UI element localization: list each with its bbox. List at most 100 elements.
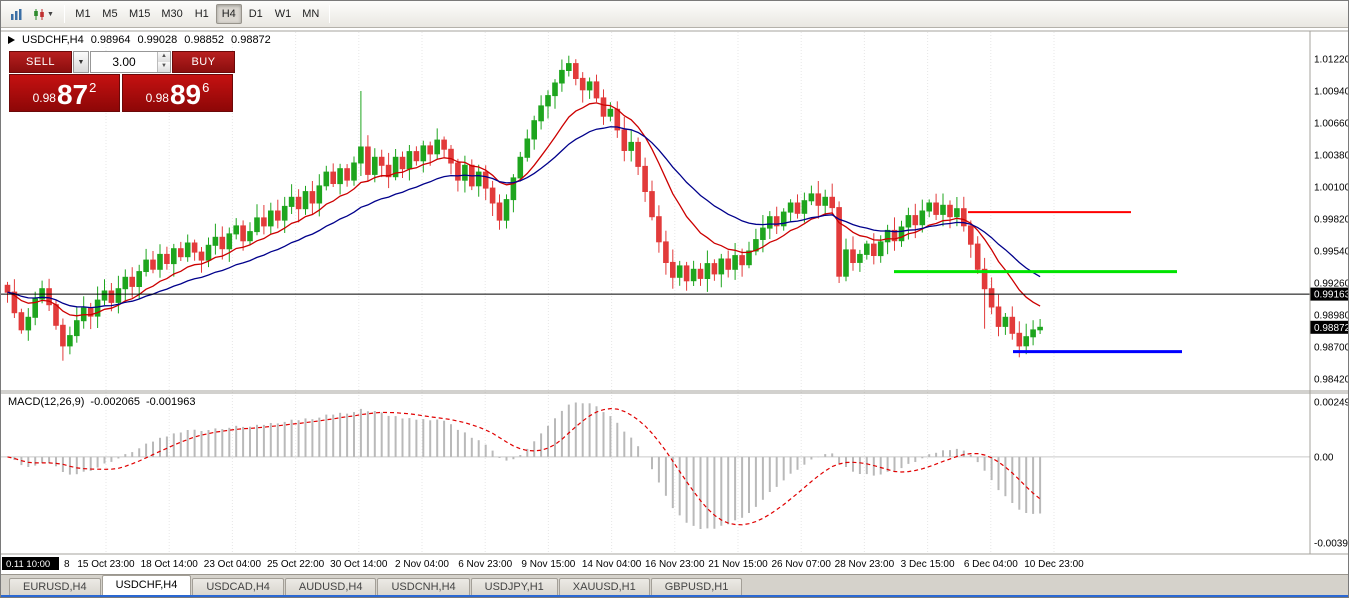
svg-text:9 Nov 15:00: 9 Nov 15:00 [521, 559, 575, 570]
svg-text:2 Nov 04:00: 2 Nov 04:00 [395, 559, 449, 570]
low-value: 0.98852 [184, 34, 225, 46]
svg-text:18 Oct 14:00: 18 Oct 14:00 [141, 559, 199, 570]
svg-text:0.99163: 0.99163 [1314, 290, 1349, 301]
macd-signal-value: -0.001963 [145, 396, 196, 408]
svg-text:16 Nov 23:00: 16 Nov 23:00 [645, 559, 705, 570]
svg-text:26 Nov 07:00: 26 Nov 07:00 [771, 559, 831, 570]
timeframe-group: M1 M5 M15 M30 H1 H4 D1 W1 MN [70, 4, 324, 24]
svg-text:6 Nov 23:00: 6 Nov 23:00 [458, 559, 512, 570]
toolbar-separator [329, 5, 331, 23]
symbol-marker-icon [8, 36, 15, 44]
svg-text:-0.003913: -0.003913 [1314, 539, 1349, 550]
sell-price-display[interactable]: 0.98 87 2 [9, 74, 120, 112]
macd-indicator-label: MACD(12,26,9) -0.002065 -0.001963 [8, 396, 196, 408]
svg-text:0.99540: 0.99540 [1314, 247, 1349, 258]
svg-text:0.00: 0.00 [1314, 452, 1334, 463]
bar-chart-icon[interactable] [5, 4, 28, 24]
buy-button[interactable]: BUY [172, 51, 235, 73]
candlestick-icon-glyph [34, 8, 44, 20]
symbol-label: USDCHF,H4 [22, 34, 84, 46]
macd-scale[interactable]: 0.002492 0.00 -0.003913 [1314, 398, 1349, 550]
sell-price-pipette: 2 [89, 80, 97, 95]
grid-lines [1, 32, 1310, 554]
macd-histogram [13, 402, 1042, 529]
ohlc-header: USDCHF,H4 0.98964 0.99028 0.98852 0.9887… [8, 34, 271, 46]
price-chart-canvas[interactable]: 1.01220 1.00940 1.00660 1.00380 1.00100 0.998… [1, 28, 1349, 574]
volume-dropdown-button[interactable]: ▼ [73, 51, 89, 73]
timeframe-button-h1[interactable]: H1 [194, 8, 209, 20]
sell-button[interactable]: SELL [9, 51, 72, 73]
chart-tools-icon[interactable]: ▼ [28, 4, 59, 24]
volume-value[interactable]: 3.00 [112, 55, 136, 69]
svg-text:0.99260: 0.99260 [1314, 279, 1349, 290]
chart-area: 1.01220 1.00940 1.00660 1.00380 1.00100 0.998… [1, 28, 1349, 574]
tab-usdcad-h4[interactable]: USDCAD,H4 [192, 578, 284, 595]
chart-tab-bar: EURUSD,H4 USDCHF,H4 USDCAD,H4 AUDUSD,H4 USDC… [1, 574, 1348, 595]
chevron-down-icon: ▼ [47, 10, 54, 18]
tab-gbpusd-h1[interactable]: GBPUSD,H1 [650, 578, 743, 595]
timeframe-button-m5[interactable]: M5 [102, 8, 118, 20]
macd-name: MACD(12,26,9) [8, 396, 85, 408]
timeframe-button-h4[interactable]: H4 [215, 4, 242, 24]
svg-text:6 Dec 04:00: 6 Dec 04:00 [964, 559, 1018, 570]
tab-xauusd-h1[interactable]: XAUUSD,H1 [558, 578, 650, 595]
macd-value: -0.002065 [90, 396, 140, 408]
buy-price-display[interactable]: 0.98 89 6 [122, 74, 233, 112]
svg-text:1.00100: 1.00100 [1314, 183, 1349, 194]
tab-usdcnh-h4[interactable]: USDCNH,H4 [377, 578, 470, 595]
bar-chart-icon-glyph [11, 8, 22, 20]
tab-usdchf-h4[interactable]: USDCHF,H4 [101, 575, 192, 595]
price-badge-0.98872: 0.98872 [1310, 320, 1349, 334]
svg-text:8: 8 [64, 559, 70, 570]
timeframe-button-m30[interactable]: M30 [161, 8, 183, 20]
one-click-trading-panel: SELL ▼ 3.00 ▲ ▼ BUY 0.98 87 2 [9, 51, 235, 112]
tab-eurusd-h4[interactable]: EURUSD,H4 [9, 578, 101, 595]
svg-text:28 Nov 23:00: 28 Nov 23:00 [835, 559, 895, 570]
tab-usdjpy-h1[interactable]: USDJPY,H1 [470, 578, 558, 595]
sell-price-big-digits: 87 [56, 79, 89, 110]
pane-borders [1, 30, 1348, 555]
svg-text:0.11 10:00: 0.11 10:00 [6, 559, 50, 570]
svg-text:0.98700: 0.98700 [1314, 343, 1349, 354]
svg-text:0.98980: 0.98980 [1314, 311, 1349, 322]
timeframe-button-w1[interactable]: W1 [274, 8, 292, 20]
svg-text:3 Dec 15:00: 3 Dec 15:00 [901, 559, 955, 570]
timeframe-button-m1[interactable]: M1 [75, 8, 91, 20]
svg-text:30 Oct 14:00: 30 Oct 14:00 [330, 559, 388, 570]
open-value: 0.98964 [90, 34, 131, 46]
toolbar-separator [63, 5, 65, 23]
ma-slow-line [7, 126, 1041, 309]
top-toolbar: ▼ M1 M5 M15 M30 H1 H4 D1 W1 MN [1, 1, 1348, 28]
macd-signal-line [7, 407, 1041, 526]
svg-text:1.00380: 1.00380 [1314, 151, 1349, 162]
volume-input[interactable]: 3.00 ▲ ▼ [90, 51, 171, 73]
price-badge-0.99163: 0.99163 [1310, 287, 1349, 301]
tab-audusd-h4[interactable]: AUDUSD,H4 [284, 578, 377, 595]
price-scale[interactable]: 1.01220 1.00940 1.00660 1.00380 1.00100 0.998… [1314, 55, 1349, 386]
time-scale[interactable]: 8 15 Oct 23:00 18 Oct 14:00 23 Oct 04:00 25 … [64, 559, 1084, 570]
svg-text:25 Oct 22:00: 25 Oct 22:00 [267, 559, 325, 570]
high-value: 0.99028 [137, 34, 178, 46]
svg-text:15 Oct 23:00: 15 Oct 23:00 [77, 559, 135, 570]
svg-text:1.01220: 1.01220 [1314, 55, 1349, 66]
svg-text:21 Nov 15:00: 21 Nov 15:00 [708, 559, 768, 570]
svg-text:1.00660: 1.00660 [1314, 119, 1349, 130]
timeframe-button-mn[interactable]: MN [302, 8, 320, 20]
svg-text:0.99820: 0.99820 [1314, 215, 1349, 226]
volume-up-icon[interactable]: ▲ [158, 52, 170, 62]
sell-price-prefix: 0.98 [32, 91, 56, 105]
buy-price-big-digits: 89 [169, 79, 202, 110]
volume-spinner[interactable]: ▲ ▼ [157, 52, 170, 72]
timeframe-button-d1[interactable]: D1 [248, 8, 263, 20]
svg-text:23 Oct 04:00: 23 Oct 04:00 [204, 559, 262, 570]
buy-price-pipette: 6 [202, 80, 210, 95]
timeframe-button-m15[interactable]: M15 [128, 8, 151, 20]
time-crosshair-badge: 0.11 10:00 [2, 557, 59, 570]
volume-down-icon[interactable]: ▼ [158, 62, 170, 72]
candles-layer [4, 55, 1043, 361]
bottom-strip [1, 595, 1348, 597]
ma-fast-line [7, 102, 1041, 317]
close-value: 0.98872 [231, 34, 271, 46]
svg-text:0.98872: 0.98872 [1314, 323, 1349, 334]
